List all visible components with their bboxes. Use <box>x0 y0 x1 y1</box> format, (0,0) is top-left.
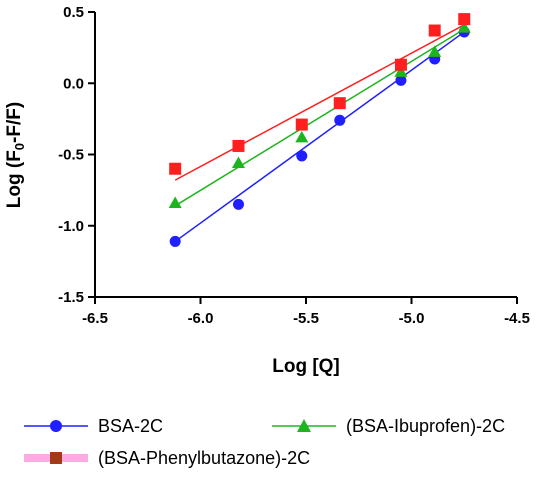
point-square <box>169 162 182 175</box>
point-square <box>394 58 407 71</box>
point-circle <box>296 150 308 162</box>
y-axis-title: Log (F0-F/F) <box>4 102 27 208</box>
y-axis-title-rest: -F/F) <box>4 102 25 143</box>
point-square <box>458 13 471 26</box>
fit-lines <box>174 24 465 243</box>
y-tick-label: -1.0 <box>58 218 84 235</box>
data-points <box>168 13 471 247</box>
fit-line-0 <box>174 31 465 243</box>
x-axis-title: Log [Q] <box>272 356 340 377</box>
point-triangle <box>394 65 408 77</box>
fit-line-2 <box>174 24 465 181</box>
point-circle <box>334 114 346 126</box>
y-tick-label: 0.0 <box>63 75 84 92</box>
x-tick-label: -5.5 <box>293 310 319 327</box>
x-tick-label: -6.0 <box>188 310 214 327</box>
point-circle <box>395 74 407 86</box>
point-square <box>333 97 346 110</box>
x-tick-label: -6.5 <box>82 310 108 327</box>
y-axis-title-subscript: 0 <box>12 143 27 150</box>
point-triangle <box>457 21 471 33</box>
point-triangle <box>168 196 182 208</box>
point-triangle <box>231 156 245 169</box>
y-tick-label: 0.5 <box>63 4 84 21</box>
y-tick-label: -0.5 <box>58 147 84 164</box>
fit-line-1 <box>174 28 465 207</box>
y-axis-title-main: Log (F <box>4 150 25 208</box>
point-circle <box>232 198 244 210</box>
axes: 0.5 0.0 -0.5 -1.0 -1.5 -6.5 -6.0 -5.5 -5.0 -4.5 <box>58 4 530 327</box>
point-circle <box>169 235 181 247</box>
point-square <box>232 139 245 152</box>
point-triangle <box>428 45 442 57</box>
point-square <box>295 118 308 131</box>
x-tick-label: -5.0 <box>399 310 425 327</box>
y-tick-label: -1.5 <box>58 289 84 306</box>
x-tick-label: -4.5 <box>504 310 530 327</box>
point-square <box>428 24 441 37</box>
point-triangle <box>295 130 309 143</box>
